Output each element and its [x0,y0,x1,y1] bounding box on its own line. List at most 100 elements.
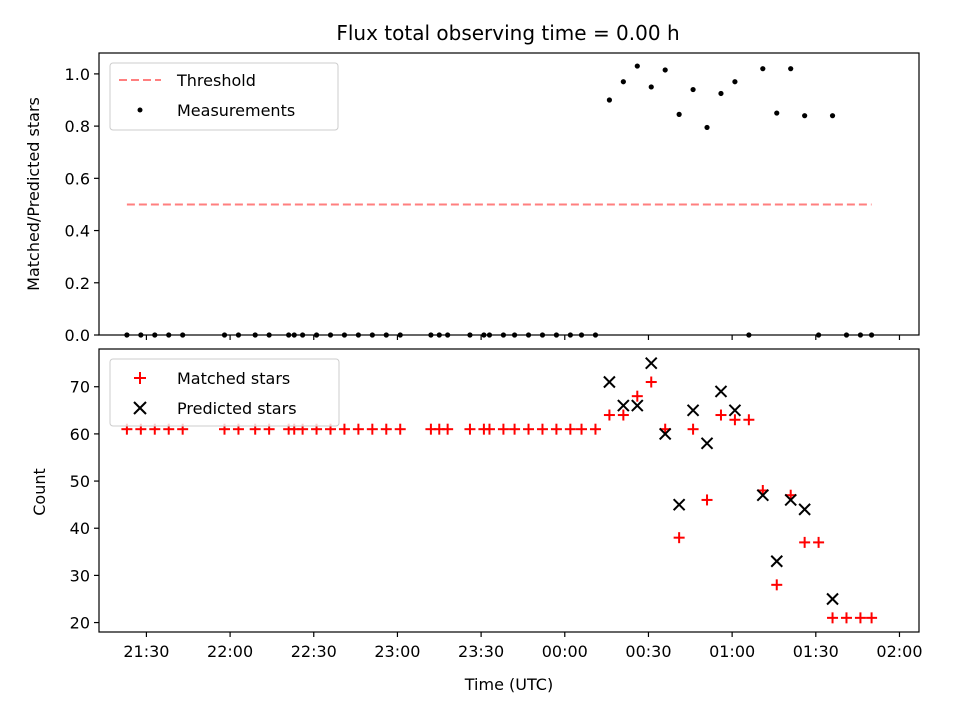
legend-matched-label: Matched stars [177,369,290,388]
legend-matched-swatch [134,372,146,384]
predicted-star-point [700,437,714,450]
matched-star-point [743,414,755,426]
predicted-star-point [784,493,797,507]
matched-star-point [536,423,548,435]
measurement-point [690,86,696,93]
measurement-point [648,84,654,90]
bottom-x-tick-label: 22:00 [207,642,253,661]
matched-star-point [442,423,454,435]
bottom-y-tick-label: 20 [70,614,90,633]
matched-star-point [464,423,476,435]
matched-star-point [338,423,350,435]
bottom-axes-frame [98,348,920,633]
top-y-tick-label: 1.0 [65,65,90,84]
measurement-point [606,97,613,103]
matched-star-point [483,423,495,435]
measurement-point [788,66,794,72]
legend-threshold-label: Threshold [176,71,256,90]
legend-measurements-label: Measurements [177,101,295,120]
legend-predicted-swatch [133,401,147,415]
measurement-point [774,110,780,116]
matched-star-point [617,409,629,421]
measurement-point [802,113,808,119]
measurement-point [704,124,710,131]
legend-predicted-label: Predicted stars [177,399,297,418]
top-y-tick-label: 0.2 [65,274,90,293]
top-axes-frame [98,52,920,336]
bottom-x-tick-label: 01:00 [709,642,755,661]
bottom-y-tick-label: 70 [70,378,90,397]
predicted-star-point [798,503,811,516]
bottom-y-axis-label: Count [30,468,49,516]
bottom-x-tick-label: 00:30 [625,642,671,661]
predicted-star-point [631,399,644,412]
measurement-point [634,63,640,69]
bottom-x-tick-label: 22:30 [291,642,337,661]
top-y-tick-label: 0.4 [65,222,90,241]
top-y-tick-label: 0.8 [65,117,90,136]
matched-star-point [729,414,741,426]
matched-star-point [603,409,615,421]
measurement-point [662,67,668,73]
top-y-axis-label: Matched/Predicted stars [24,97,43,291]
top-y-tick-label: 0.0 [65,326,90,345]
predicted-star-point [686,404,700,417]
predicted-star-point [770,555,783,568]
bottom-y-axis: 20 30 40 50 60 70 [70,378,99,633]
bottom-x-tick-label: 23:00 [374,642,420,661]
bottom-x-tick-label: 23:30 [458,642,504,661]
bottom-x-axis-label: Time (UTC) [464,675,553,694]
matched-star-point [394,423,406,435]
predicted-star-point [658,427,672,441]
matched-star-point [799,536,811,548]
matched-star-point [497,423,509,435]
predicted-star-point [826,592,839,606]
matched-star-point [827,612,839,624]
matched-star-point [840,612,852,624]
predicted-star-point [672,498,686,511]
measurement-point [620,79,626,85]
matched-star-point [366,423,378,435]
matched-star-point [701,494,713,506]
matched-star-point [564,423,576,435]
bottom-x-tick-label: 01:30 [793,642,839,661]
matched-star-point [576,423,588,435]
matched-star-point [715,409,727,421]
matched-star-point [866,612,878,624]
top-y-tick-label: 0.6 [65,169,90,188]
top-legend: Threshold Measurements [109,62,339,131]
matched-star-point [352,423,364,435]
bottom-y-tick-label: 60 [70,425,90,444]
matched-star-point [687,423,699,435]
predicted-star-point [617,399,630,412]
matched-star-point [645,376,657,388]
matched-star-point [550,423,562,435]
matched-star-point [854,612,866,624]
legend-measurements-swatch [137,107,143,113]
bottom-x-tick-label: 00:00 [542,642,588,661]
top-y-axis: 0.0 0.2 0.4 0.6 0.8 1.0 [65,65,99,345]
predicted-star-point [728,404,742,417]
bottom-x-tick-label: 21:30 [123,642,169,661]
bottom-x-axis: 21:30 22:00 22:30 23:00 23:30 00:00 00:30 01:00… [123,632,923,661]
bottom-y-tick-label: 30 [70,566,90,585]
measurement-point [760,66,766,72]
matched-star-point [771,579,783,591]
matched-star-point [523,423,535,435]
bottom-y-tick-label: 50 [70,472,90,491]
bottom-legend: Matched stars Predicted stars [109,358,340,427]
measurement-point [829,113,836,119]
matched-star-point [631,390,643,402]
bottom-y-tick-label: 40 [70,519,90,538]
measurement-point [676,111,682,117]
matched-star-point [813,536,825,548]
predicted-star-point [645,356,658,370]
bottom-x-tick-label: 02:00 [876,642,922,661]
top-chart-title: Flux total observing time = 0.00 h [336,21,679,45]
predicted-star-point [603,375,616,389]
measurement-point [732,79,738,85]
predicted-star-point [756,489,770,502]
top-x-axis [145,335,901,340]
matched-star-point [509,423,521,435]
